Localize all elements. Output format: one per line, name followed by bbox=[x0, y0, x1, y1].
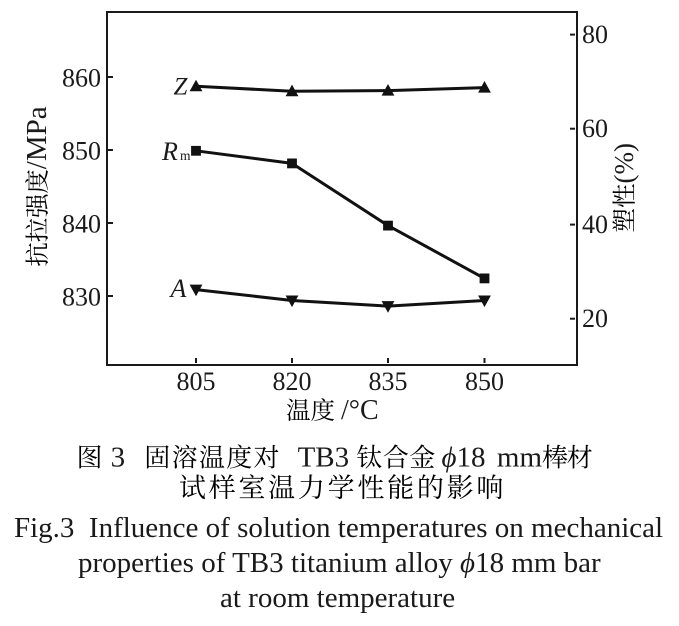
svg-text:at room temperature: at room temperature bbox=[220, 582, 455, 614]
svg-text:850: 850 bbox=[465, 367, 504, 396]
svg-text:mm: mm bbox=[497, 442, 543, 474]
svg-text:80: 80 bbox=[582, 20, 608, 49]
svg-text:820: 820 bbox=[273, 367, 312, 396]
svg-text:TB3: TB3 bbox=[298, 442, 350, 474]
svg-text:860: 860 bbox=[62, 64, 101, 93]
svg-text:840: 840 bbox=[62, 210, 101, 239]
svg-text:/°C: /°C bbox=[341, 395, 379, 426]
svg-text:20: 20 bbox=[582, 304, 608, 333]
svg-text:3: 3 bbox=[111, 442, 126, 474]
svg-text:R: R bbox=[161, 137, 178, 166]
svg-text:40: 40 bbox=[582, 210, 608, 239]
svg-text:ϕ18: ϕ18 bbox=[442, 442, 486, 474]
svg-text:850: 850 bbox=[62, 137, 101, 166]
svg-text:/MPa: /MPa bbox=[21, 106, 53, 169]
svg-text:Z: Z bbox=[174, 74, 189, 101]
svg-text:835: 835 bbox=[369, 367, 408, 396]
svg-text:830: 830 bbox=[62, 283, 101, 312]
svg-text:A: A bbox=[169, 274, 187, 303]
svg-text:Fig.3 Influence of solution t: Fig.3 Influence of solution temperatures… bbox=[14, 512, 663, 544]
svg-text:m: m bbox=[180, 148, 191, 163]
svg-text:60: 60 bbox=[582, 114, 608, 143]
svg-text:(%): (%) bbox=[609, 143, 639, 183]
svg-text:properties of TB3 titanium all: properties of TB3 titanium alloy ϕ18 mm … bbox=[78, 547, 601, 579]
svg-text:805: 805 bbox=[177, 367, 216, 396]
